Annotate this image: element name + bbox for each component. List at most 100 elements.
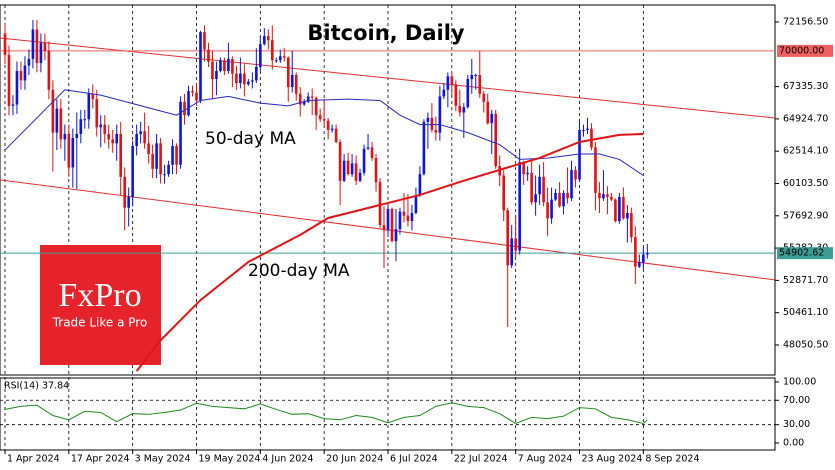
candle-body <box>626 213 629 219</box>
x-tick-label: 23 Aug 2024 <box>582 454 643 465</box>
candle-body <box>466 79 470 108</box>
candle-body <box>622 196 625 219</box>
candle-body <box>111 139 115 144</box>
candle-body <box>346 160 350 175</box>
candle-body <box>518 162 521 251</box>
candle-body <box>458 105 462 113</box>
candle-body <box>3 33 7 55</box>
candle-body <box>39 42 43 63</box>
candle-body <box>362 148 366 173</box>
candle-body <box>634 237 637 267</box>
watermark: FxPro Trade Like a Pro <box>40 245 161 365</box>
candle-body <box>155 143 158 169</box>
candle-body <box>27 58 31 66</box>
last-price-label: 54902.62 <box>779 248 824 259</box>
candle-body <box>478 75 482 94</box>
candle-body <box>630 213 633 238</box>
candle-body <box>63 133 67 140</box>
candle-body <box>354 163 358 181</box>
logo-name: FxPro <box>58 277 141 314</box>
x-tick-label: 6 Jul 2024 <box>390 454 438 465</box>
axes: 1 Apr 2024 17 Apr 2024 3 May 2024 19 May 20… <box>4 16 833 465</box>
rsi-line <box>4 402 648 425</box>
y-tick-label: 60103.50 <box>783 178 828 189</box>
y-tick-label: 48050.50 <box>783 339 828 350</box>
candle-body <box>167 164 170 175</box>
price-panel-frame <box>0 4 776 376</box>
x-tick-label: 3 May 2024 <box>135 454 191 465</box>
candle-body <box>11 104 15 106</box>
rsi-title: RSI(14) <box>4 381 39 392</box>
candle-body <box>243 73 246 85</box>
candle-body <box>350 163 354 175</box>
candle-body <box>574 170 577 180</box>
candle-body <box>290 75 294 88</box>
rsi-y-tick-label: 30.00 <box>783 419 810 430</box>
y-tick-label: 72156.50 <box>783 16 828 27</box>
candle-body <box>223 60 226 71</box>
candle-body <box>163 174 166 176</box>
candle-body <box>263 36 266 45</box>
candle-body <box>286 57 290 88</box>
candle-body <box>282 56 286 58</box>
candle-body <box>406 215 410 222</box>
candle-body <box>514 238 517 251</box>
candle-body <box>570 170 573 199</box>
candle-body <box>642 254 645 263</box>
candle-body <box>23 65 27 81</box>
logo-tagline: Trade Like a Pro <box>52 316 148 330</box>
candle-body <box>195 92 198 101</box>
candle-body <box>462 107 466 113</box>
candle-body <box>538 176 541 195</box>
candle-body <box>434 129 438 133</box>
moving-average <box>4 89 644 176</box>
candle-body <box>602 194 605 199</box>
candle-body <box>251 80 254 82</box>
candle-body <box>646 253 649 255</box>
candle-body <box>31 29 35 59</box>
candle-body <box>175 146 178 165</box>
candle-body <box>430 117 434 130</box>
candle-body <box>183 101 186 116</box>
candle-body <box>255 66 258 81</box>
candle-body <box>614 199 617 222</box>
candle-body <box>51 89 55 133</box>
candle-body <box>382 225 386 231</box>
candle-body <box>55 108 59 133</box>
candle-body <box>394 229 398 242</box>
candle-body <box>542 176 545 203</box>
candle-body <box>239 73 242 84</box>
ma-annotation: 50-day MA <box>205 129 296 149</box>
candle-body <box>318 115 322 120</box>
level-label: 70000.00 <box>779 45 824 56</box>
x-tick-label: 1 Apr 2024 <box>7 454 60 465</box>
candle-body <box>135 133 138 147</box>
candle-body <box>247 81 250 85</box>
candle-body <box>590 128 593 148</box>
rsi-y-tick-label: 0.00 <box>783 437 804 448</box>
candle-body <box>486 101 490 124</box>
candle-body <box>450 76 454 85</box>
y-tick-label: 52871.70 <box>783 275 828 286</box>
candle-body <box>378 182 382 226</box>
candle-body <box>374 158 378 183</box>
candle-body <box>91 93 95 100</box>
candle-body <box>107 133 111 140</box>
candle-body <box>326 120 330 130</box>
candle-body <box>438 96 442 133</box>
candle-body <box>454 84 458 106</box>
candle-body <box>506 210 509 266</box>
candle-body <box>330 128 334 130</box>
candle-body <box>119 133 122 177</box>
y-tick-label: 57692.90 <box>783 210 828 221</box>
candle-body <box>259 44 262 67</box>
rsi-y-tick-label: 70.00 <box>783 395 810 406</box>
x-tick-label: 20 Jun 2024 <box>326 454 383 465</box>
candle-body <box>267 36 270 41</box>
candle-body <box>322 119 326 121</box>
x-tick-label: 8 Sep 2024 <box>645 454 699 465</box>
candle-body <box>235 73 238 84</box>
candle-body <box>310 96 314 98</box>
candle-body <box>199 32 202 101</box>
price-plot <box>0 20 775 372</box>
